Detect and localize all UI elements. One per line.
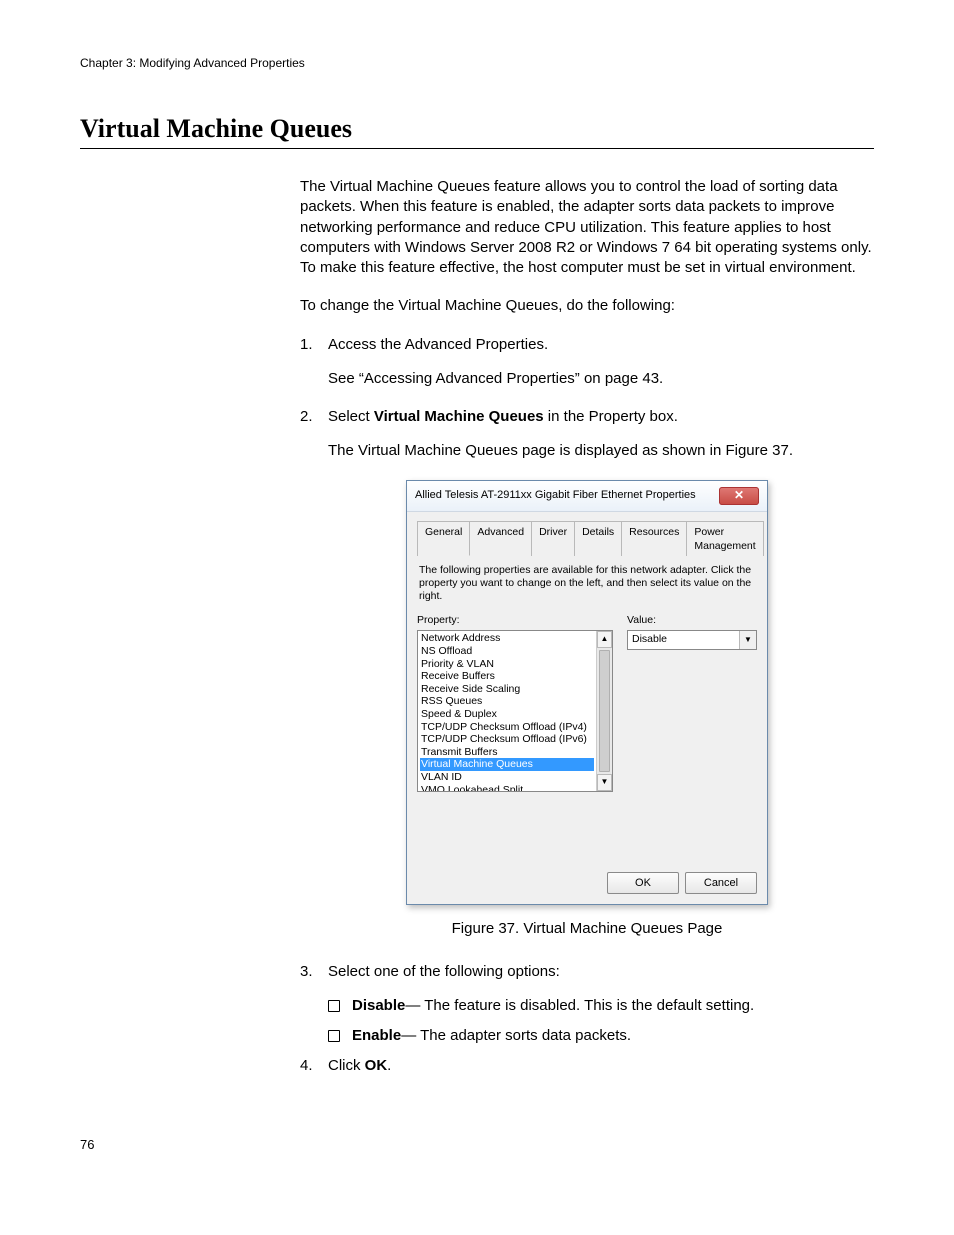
step-text: Select Virtual Machine Queues in the Pro…	[328, 407, 874, 427]
chapter-header: Chapter 3: Modifying Advanced Properties	[80, 56, 874, 70]
step-2-sub: The Virtual Machine Queues page is displ…	[328, 441, 874, 461]
option-desc: — The feature is disabled. This is the d…	[405, 997, 754, 1014]
bullet-box-icon	[328, 1030, 340, 1042]
step-number: 2.	[300, 407, 328, 427]
body-column: The Virtual Machine Queues feature allow…	[300, 177, 874, 1077]
property-item[interactable]: NS Offload	[420, 645, 594, 658]
property-item[interactable]: Receive Side Scaling	[420, 683, 594, 696]
step-text: Access the Advanced Properties.	[328, 335, 874, 355]
step-2: 2. Select Virtual Machine Queues in the …	[300, 407, 874, 427]
step-1: 1. Access the Advanced Properties.	[300, 335, 874, 355]
text-b: .	[387, 1057, 391, 1074]
dialog-title-text: Allied Telesis AT-2911xx Gigabit Fiber E…	[415, 488, 696, 503]
step-number: 4.	[300, 1056, 328, 1076]
value-label: Value:	[627, 613, 757, 627]
ok-button[interactable]: OK	[607, 872, 679, 894]
step-1-sub: See “Accessing Advanced Properties” on p…	[328, 369, 874, 389]
property-item[interactable]: Transmit Buffers	[420, 746, 594, 759]
text-a: Click	[328, 1057, 365, 1074]
option-enable: Enable— The adapter sorts data packets.	[328, 1026, 874, 1046]
intro-paragraph: The Virtual Machine Queues feature allow…	[300, 177, 874, 278]
scroll-thumb[interactable]	[599, 650, 610, 772]
property-item[interactable]: Virtual Machine Queues	[420, 758, 594, 771]
figure-caption: Figure 37. Virtual Machine Queues Page	[300, 919, 874, 939]
dropdown-button[interactable]: ▼	[739, 631, 756, 649]
close-icon: ✕	[734, 487, 744, 503]
property-item[interactable]: VLAN ID	[420, 771, 594, 784]
step-3: 3. Select one of the following options:	[300, 962, 874, 982]
dialog-body: GeneralAdvancedDriverDetailsResourcesPow…	[407, 512, 767, 905]
lead-in: To change the Virtual Machine Queues, do…	[300, 296, 874, 316]
property-item[interactable]: TCP/UDP Checksum Offload (IPv6)	[420, 733, 594, 746]
dialog-description: The following properties are available f…	[419, 564, 755, 603]
scrollbar[interactable]: ▲ ▼	[596, 631, 612, 791]
value-selected: Disable	[628, 631, 739, 649]
tab-details[interactable]: Details	[574, 521, 622, 556]
property-item[interactable]: Receive Buffers	[420, 670, 594, 683]
close-button[interactable]: ✕	[719, 487, 759, 505]
page-number: 76	[80, 1137, 874, 1152]
text-b: in the Property box.	[544, 408, 678, 425]
cancel-button[interactable]: Cancel	[685, 872, 757, 894]
text-bold: Virtual Machine Queues	[374, 408, 544, 425]
step-number: 1.	[300, 335, 328, 355]
property-item[interactable]: VMQ Lookahead Split	[420, 784, 594, 792]
step-4: 4. Click OK.	[300, 1056, 874, 1076]
tab-power-management[interactable]: Power Management	[686, 521, 763, 556]
option-disable: Disable— The feature is disabled. This i…	[328, 996, 874, 1016]
option-label: Disable	[352, 997, 405, 1014]
step-text: Select one of the following options:	[328, 962, 874, 982]
property-item[interactable]: TCP/UDP Checksum Offload (IPv4)	[420, 721, 594, 734]
tab-driver[interactable]: Driver	[531, 521, 575, 556]
value-dropdown[interactable]: Disable ▼	[627, 630, 757, 650]
tab-resources[interactable]: Resources	[621, 521, 687, 556]
tab-strip: GeneralAdvancedDriverDetailsResourcesPow…	[417, 520, 757, 556]
property-label: Property:	[417, 613, 613, 627]
option-label: Enable	[352, 1027, 401, 1044]
tab-general[interactable]: General	[417, 521, 470, 556]
scroll-up-button[interactable]: ▲	[597, 631, 612, 648]
chevron-down-icon: ▼	[744, 635, 752, 646]
tab-advanced[interactable]: Advanced	[469, 521, 532, 556]
section-title: Virtual Machine Queues	[80, 114, 874, 149]
option-desc: — The adapter sorts data packets.	[401, 1027, 631, 1044]
property-item[interactable]: Network Address	[420, 632, 594, 645]
property-item[interactable]: Speed & Duplex	[420, 708, 594, 721]
step-number: 3.	[300, 962, 328, 982]
scroll-down-button[interactable]: ▼	[597, 774, 612, 791]
property-listbox[interactable]: Network AddressNS OffloadPriority & VLAN…	[417, 630, 613, 792]
text-a: Select	[328, 408, 374, 425]
text-bold: OK	[365, 1057, 388, 1074]
property-item[interactable]: RSS Queues	[420, 695, 594, 708]
dialog-titlebar: Allied Telesis AT-2911xx Gigabit Fiber E…	[407, 481, 767, 512]
properties-dialog: Allied Telesis AT-2911xx Gigabit Fiber E…	[406, 480, 768, 906]
property-item[interactable]: Priority & VLAN	[420, 658, 594, 671]
bullet-box-icon	[328, 1000, 340, 1012]
step-text: Click OK.	[328, 1056, 874, 1076]
